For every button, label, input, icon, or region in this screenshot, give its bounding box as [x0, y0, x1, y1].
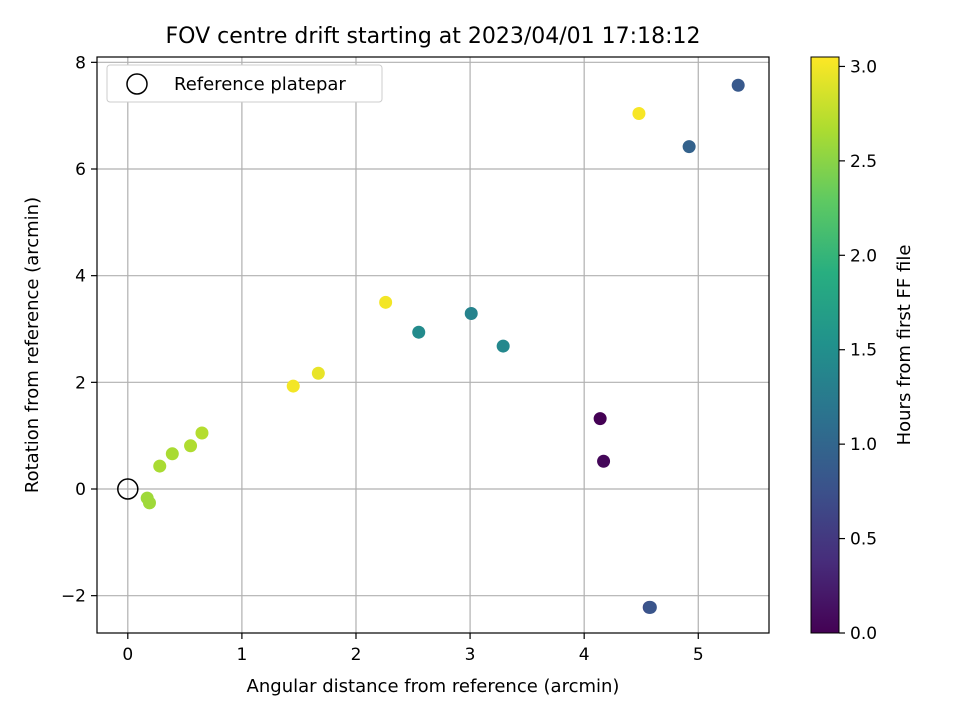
data-point	[142, 496, 156, 510]
colorbar-tick-label: 2.0	[850, 246, 877, 266]
legend-box	[106, 64, 383, 103]
colorbar-tick-label: 3.0	[850, 57, 877, 77]
data-point	[643, 600, 657, 614]
x-tick-label: 2	[351, 645, 362, 665]
data-point	[165, 447, 179, 461]
data-point	[311, 366, 325, 380]
x-axis-label: Angular distance from reference (arcmin)	[247, 676, 620, 697]
data-point	[195, 426, 209, 440]
reference-platepar-marker	[117, 478, 139, 500]
data-point	[597, 454, 611, 468]
x-axis: 0 1 2 3 4 5	[122, 633, 704, 665]
y-tick-label: 0	[75, 480, 86, 500]
data-point	[731, 78, 745, 92]
y-tick-label: −2	[61, 587, 86, 607]
grid-lines	[97, 57, 769, 633]
y-tick-label: 4	[75, 267, 86, 287]
x-tick-label: 4	[579, 645, 590, 665]
data-point	[593, 412, 607, 426]
data-point	[412, 325, 426, 339]
colorbar-tick-label: 1.0	[850, 435, 877, 455]
y-axis: −2 0 2 4 6 8	[61, 53, 97, 607]
y-tick-label: 8	[75, 53, 86, 73]
reference-marker-layer	[117, 478, 139, 500]
x-tick-label: 0	[122, 645, 133, 665]
data-point	[379, 295, 393, 309]
x-tick-label: 1	[236, 645, 247, 665]
x-tick-label: 5	[693, 645, 704, 665]
colorbar-tick-label: 2.5	[850, 152, 877, 172]
colorbar: 0.0 0.5 1.0 1.5 2.0 2.5 3.0 Hours from first F…	[810, 56, 915, 644]
y-axis-label: Rotation from reference (arcmin)	[22, 197, 43, 493]
plot-frame	[96, 56, 770, 634]
y-tick-label: 6	[75, 160, 86, 180]
data-point	[496, 339, 510, 353]
data-point	[464, 307, 478, 321]
colorbar-ticks: 0.0 0.5 1.0 1.5 2.0 2.5 3.0	[839, 57, 877, 644]
data-points	[140, 78, 745, 614]
legend-reference-marker-icon	[126, 73, 148, 95]
chart-title: FOV centre drift starting at 2023/04/01 …	[166, 24, 701, 49]
y-tick-label: 2	[75, 373, 86, 393]
legend-entry-reference-platepar: Reference platepar	[174, 74, 346, 95]
data-point	[286, 379, 300, 393]
data-point	[184, 439, 198, 453]
legend: Reference platepar	[106, 64, 383, 103]
data-point	[153, 459, 167, 473]
colorbar-label: Hours from first FF file	[894, 245, 915, 446]
colorbar-tick-label: 0.5	[850, 530, 877, 550]
colorbar-gradient-bar	[810, 56, 840, 634]
data-point	[632, 107, 646, 121]
colorbar-tick-label: 1.5	[850, 341, 877, 361]
colorbar-tick-label: 0.0	[850, 624, 877, 644]
data-point	[682, 140, 696, 154]
x-tick-label: 3	[465, 645, 476, 665]
